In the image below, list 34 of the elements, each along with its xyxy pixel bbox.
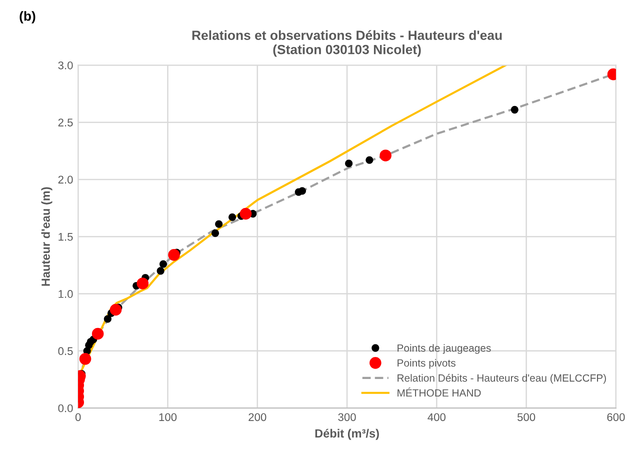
legend-label: Points pivots xyxy=(398,359,456,369)
point xyxy=(104,315,112,323)
x-tick-label: 300 xyxy=(338,413,356,422)
legend-label: Points de jaugeages xyxy=(398,344,491,354)
x-tick-label: 400 xyxy=(428,413,446,422)
point xyxy=(345,160,353,168)
point xyxy=(298,187,306,195)
chart-title: Relations et observations Débits - Hauteurs d'eau (Station 030103 Nicolet) xyxy=(192,30,502,57)
legend-label: Relation Débits - Hauteurs d'eau (MELCCFP) xyxy=(398,374,606,384)
x-tick-label: 500 xyxy=(517,413,536,422)
point xyxy=(159,260,168,268)
legend-label: MÉTHODE HAND xyxy=(398,387,481,397)
y-tick-label: 1.0 xyxy=(58,290,73,298)
point xyxy=(215,220,223,228)
x-tick-label: 0 xyxy=(75,413,81,422)
point xyxy=(156,267,164,275)
x-tick-label: 100 xyxy=(159,413,177,422)
x-tick-label: 600 xyxy=(607,413,625,422)
point xyxy=(228,213,236,222)
y-tick-label: 1.5 xyxy=(58,232,73,241)
y-tick-label: 3.0 xyxy=(58,61,73,70)
point xyxy=(211,229,220,238)
y-tick-label: 2.5 xyxy=(58,118,73,126)
y-tick-label: 2.0 xyxy=(58,176,73,184)
text: (b) xyxy=(20,11,36,24)
x-axis-title: Débit (m³/s) xyxy=(315,428,379,440)
y-axis-title: Hauteur d'eau (m) xyxy=(41,187,52,286)
point xyxy=(168,249,180,261)
y-tick-label: 0.5 xyxy=(58,347,73,356)
point xyxy=(510,106,518,114)
x-tick-label: 200 xyxy=(248,413,266,422)
point xyxy=(366,156,374,164)
y-tick-label: 0.0 xyxy=(58,404,73,412)
point xyxy=(380,150,392,162)
